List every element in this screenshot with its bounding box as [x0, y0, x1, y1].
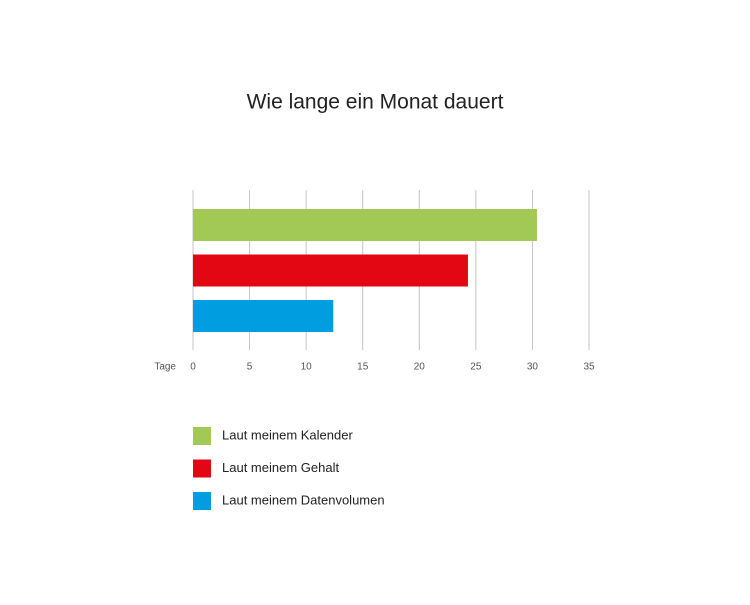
bar	[193, 300, 334, 332]
legend-label: Laut meinem Kalender	[222, 427, 353, 442]
x-tick-label: 25	[470, 362, 482, 373]
x-tick-label: 35	[583, 362, 595, 373]
x-tick-label: 10	[301, 362, 313, 373]
x-tick-label: 15	[357, 362, 369, 373]
chart-title: Wie lange ein Monat dauert	[247, 91, 504, 114]
x-tick-label: 0	[190, 362, 196, 373]
x-tick-label: 20	[414, 362, 426, 373]
x-axis-label: Tage	[154, 362, 176, 373]
legend-swatch	[193, 492, 211, 510]
legend-swatch	[193, 459, 211, 478]
legend-swatch	[193, 427, 211, 445]
legend-label: Laut meinem Datenvolumen	[222, 492, 385, 507]
bar	[193, 254, 468, 287]
legend-label: Laut meinem Gehalt	[222, 460, 339, 475]
x-tick-label: 30	[527, 362, 539, 373]
bar	[193, 209, 537, 241]
x-tick-label: 5	[247, 362, 253, 373]
